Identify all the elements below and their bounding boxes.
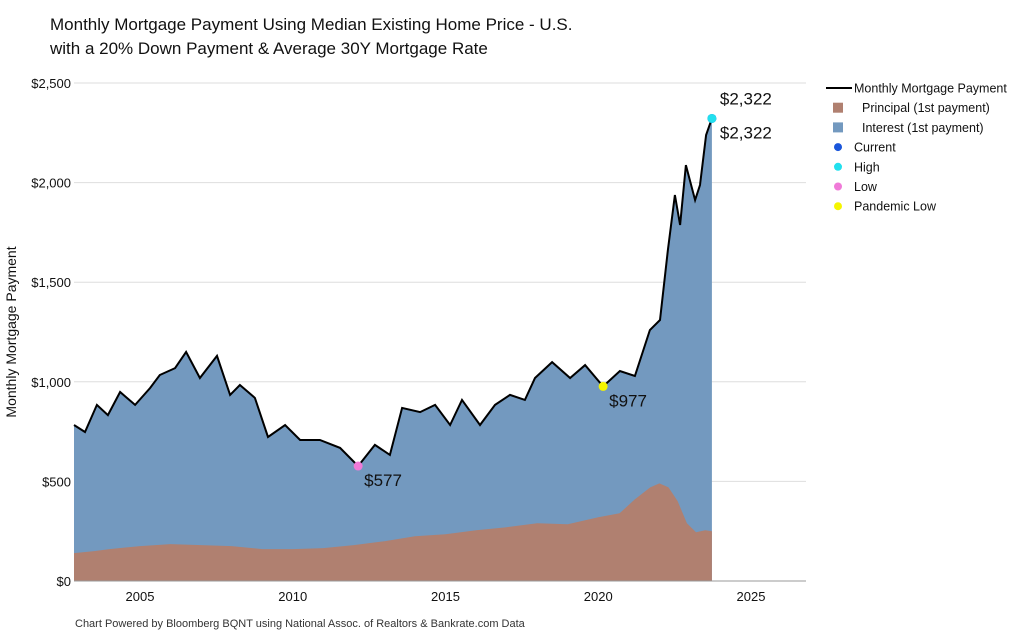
- marker-label: $2,322: [720, 123, 772, 142]
- areas: [73, 118, 713, 581]
- marker-low: [353, 461, 363, 471]
- interest-area: [74, 118, 712, 581]
- markers: $2,322 $2,322 $577 $977: [353, 89, 772, 490]
- x-tick-label: 2010: [278, 589, 307, 604]
- legend-square-swatch: [833, 102, 843, 113]
- x-tick-label: 2015: [431, 589, 460, 604]
- x-tick-label: 2020: [584, 589, 613, 604]
- monthly-payment-line: [73, 118, 713, 468]
- y-tick-label: $1,000: [31, 375, 71, 390]
- y-axis-label: Monthly Mortgage Payment: [3, 246, 19, 417]
- marker-pandemic-low: [598, 381, 608, 391]
- legend-label: Monthly Mortgage Payment: [854, 82, 1007, 96]
- legend-label: Pandemic Low: [854, 200, 937, 214]
- legend-label: Low: [854, 180, 878, 194]
- chart-subtitle: with a 20% Down Payment & Average 30Y Mo…: [49, 39, 488, 58]
- y-tick-label: $2,000: [31, 176, 71, 191]
- legend-label: Interest (1st payment): [862, 121, 984, 135]
- x-tick-label: 2005: [126, 589, 155, 604]
- legend-dot-swatch: [834, 182, 842, 191]
- marker-label: $577: [364, 471, 402, 490]
- marker-high: [707, 113, 717, 123]
- legend-dot-swatch: [834, 202, 842, 211]
- legend-label: Current: [854, 141, 896, 155]
- y-tick-label: $0: [57, 574, 71, 589]
- legend-dot-swatch: [834, 162, 842, 171]
- y-tick-label: $500: [42, 474, 71, 489]
- chart-footer: Chart Powered by Bloomberg BQNT using Na…: [75, 618, 526, 630]
- marker-label: $2,322: [720, 89, 772, 108]
- legend-label: Principal (1st payment): [862, 101, 990, 115]
- axes: $0 $500 $1,000 $1,500 $2,000 $2,500 2005 2010 20…: [31, 76, 806, 604]
- legend-dot-swatch: [834, 143, 842, 152]
- legend-square-swatch: [833, 122, 843, 133]
- x-tick-label: 2025: [737, 589, 766, 604]
- marker-label: $977: [609, 391, 647, 410]
- y-tick-label: $1,500: [31, 275, 71, 290]
- legend: Monthly Mortgage Payment Principal (1st p…: [826, 82, 1007, 214]
- principal-area: [74, 483, 712, 581]
- legend-label: High: [854, 160, 880, 174]
- y-tick-label: $2,500: [31, 76, 71, 91]
- chart-title: Monthly Mortgage Payment Using Median Ex…: [50, 15, 572, 34]
